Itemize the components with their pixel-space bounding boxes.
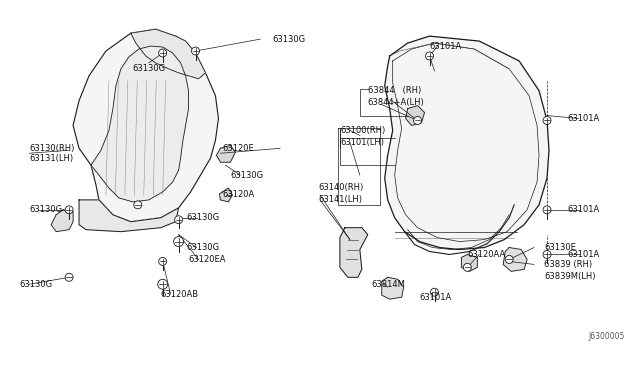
Text: 63101A: 63101A (429, 42, 462, 51)
Polygon shape (340, 228, 368, 277)
Polygon shape (503, 247, 527, 271)
Polygon shape (381, 277, 404, 299)
Text: 63141(LH): 63141(LH) (318, 195, 362, 204)
Text: 63101A: 63101A (567, 114, 599, 123)
Circle shape (543, 206, 551, 214)
Polygon shape (73, 29, 218, 222)
Polygon shape (461, 254, 477, 271)
Text: 63131(LH): 63131(LH) (29, 154, 74, 163)
Text: 63839 (RH): 63839 (RH) (544, 260, 592, 269)
Circle shape (175, 216, 182, 224)
Text: 63130G: 63130G (133, 64, 166, 73)
Circle shape (173, 237, 184, 247)
Text: 63120AA: 63120AA (467, 250, 506, 259)
Polygon shape (131, 29, 205, 79)
Text: 63120EA: 63120EA (189, 255, 226, 264)
Circle shape (463, 263, 471, 271)
Circle shape (505, 256, 513, 263)
Polygon shape (216, 145, 236, 162)
Circle shape (65, 273, 73, 281)
Text: 63100(RH): 63100(RH) (340, 126, 385, 135)
Circle shape (191, 47, 200, 55)
Polygon shape (220, 188, 232, 202)
Polygon shape (91, 46, 189, 202)
Polygon shape (406, 106, 424, 125)
Text: 63130(RH): 63130(RH) (29, 144, 75, 153)
Circle shape (431, 288, 438, 296)
Text: 63130G: 63130G (230, 171, 264, 180)
Text: 63130E: 63130E (544, 243, 576, 252)
Text: 63130G: 63130G (29, 205, 62, 214)
Text: 63101A: 63101A (567, 250, 599, 259)
Circle shape (159, 49, 166, 57)
Text: 63130G: 63130G (19, 280, 52, 289)
Text: 63130G: 63130G (187, 213, 220, 222)
Circle shape (159, 257, 166, 265)
Text: 63130G: 63130G (272, 35, 305, 44)
Polygon shape (51, 210, 73, 232)
Circle shape (426, 52, 433, 60)
Text: 63814M: 63814M (372, 280, 406, 289)
Text: 63130G: 63130G (187, 243, 220, 252)
Circle shape (157, 279, 168, 289)
Polygon shape (385, 36, 549, 250)
Text: 63101A: 63101A (420, 293, 452, 302)
Circle shape (134, 201, 142, 209)
Text: 63120A: 63120A (223, 190, 255, 199)
Text: 63120E: 63120E (223, 144, 254, 153)
Circle shape (65, 206, 73, 214)
Text: 63101(LH): 63101(LH) (340, 138, 384, 147)
Text: 63140(RH): 63140(RH) (318, 183, 364, 192)
Polygon shape (79, 200, 179, 232)
Text: 63844   (RH): 63844 (RH) (368, 86, 421, 95)
Text: J6300005: J6300005 (589, 332, 625, 341)
Circle shape (413, 116, 422, 125)
Text: 63120AB: 63120AB (161, 290, 199, 299)
Circle shape (543, 250, 551, 259)
Circle shape (543, 116, 551, 125)
Text: 63839M(LH): 63839M(LH) (544, 272, 596, 281)
Text: 63101A: 63101A (567, 205, 599, 214)
Text: 63844+A(LH): 63844+A(LH) (368, 98, 424, 107)
